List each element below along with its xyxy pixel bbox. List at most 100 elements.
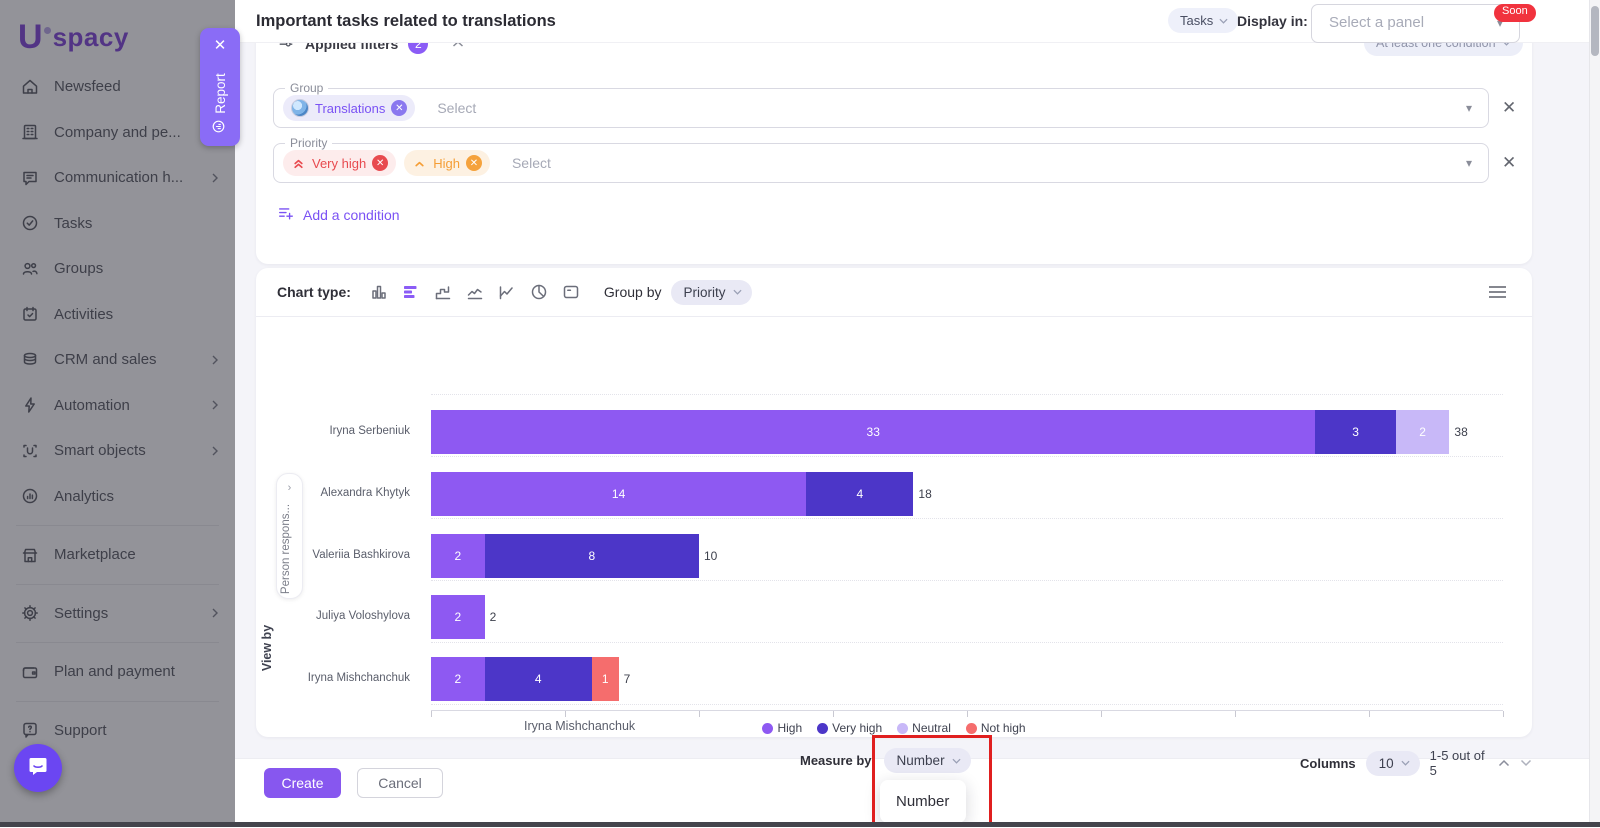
legend-item-not-high[interactable]: Not high [965, 721, 1026, 735]
applied-filters-title: Applied filters [305, 42, 399, 52]
priority-select-placeholder: Select [511, 155, 551, 171]
chip-label: Translations [315, 100, 386, 116]
bar-segment-neutral[interactable]: 2 [1395, 410, 1450, 454]
bar-segment-not-high[interactable]: 1 [591, 657, 619, 701]
legend-item-high[interactable]: High [762, 721, 802, 735]
dropdown-caret-icon[interactable]: ▾ [1465, 156, 1472, 170]
chart-type-line-chart-alt-icon[interactable] [497, 282, 518, 303]
bar-segment-very-high[interactable]: 8 [484, 534, 699, 578]
chevron-right-icon: › [287, 482, 292, 494]
remove-chip-icon[interactable]: ✕ [372, 155, 389, 171]
category-label: Valeriia Bashkirova [312, 549, 410, 561]
menu-option-number[interactable]: Number [896, 793, 950, 810]
bar-segment-high[interactable]: 2 [431, 657, 485, 701]
filter-chip-translations[interactable]: Translations ✕ [283, 95, 416, 121]
entity-context-dropdown[interactable]: Tasks [1168, 8, 1239, 33]
filter-field-priority[interactable]: Priority Very high ✕ High ✕ Select ▾ [273, 136, 1489, 183]
view-by-person-pill[interactable]: › Person respons... [276, 473, 303, 599]
remove-chip-icon[interactable]: ✕ [465, 155, 482, 171]
cancel-button[interactable]: Cancel [357, 768, 443, 798]
condition-mode-pill[interactable]: At least one condition [1364, 42, 1523, 56]
bar-segment-high[interactable]: 2 [431, 595, 485, 639]
chip-label: Very high [312, 155, 367, 171]
axis-tick [699, 711, 700, 717]
measure-by-dropdown[interactable]: Number [883, 748, 971, 773]
create-button[interactable]: Create [264, 768, 341, 798]
report-tab[interactable]: ✕ Report [200, 28, 240, 146]
legend-label: Not high [980, 721, 1026, 735]
bar-total-label: 7 [623, 672, 631, 686]
group-by-dropdown[interactable]: Priority [670, 279, 752, 305]
bar-segment-high[interactable]: 33 [431, 410, 1316, 454]
filters-count-badge: 2 [408, 42, 429, 54]
group-by-value: Priority [683, 284, 726, 300]
measure-by-menu: Number [880, 780, 966, 823]
gridline [431, 518, 1503, 519]
filter-chip-high[interactable]: High ✕ [404, 150, 490, 176]
columns-dropdown[interactable]: 10 [1365, 750, 1420, 776]
axis-tick [1235, 711, 1236, 717]
bar-segment-high[interactable]: 2 [431, 534, 485, 578]
measure-by-value: Number [896, 753, 945, 768]
close-icon[interactable]: ✕ [213, 37, 227, 54]
gridline [431, 704, 1503, 705]
add-condition-link[interactable]: Add a condition [277, 204, 400, 225]
chart-card: Chart type: Group by Priority › Person r… [256, 268, 1532, 827]
priority-high-icon [415, 161, 424, 166]
chip-label: High [433, 155, 460, 171]
modal-backdrop[interactable] [0, 0, 235, 827]
collapse-chevron-up-icon[interactable] [452, 42, 464, 48]
chart-toolbar: Chart type: Group by Priority [256, 268, 1532, 317]
chart-type-step-area-chart-icon[interactable] [433, 282, 454, 303]
panel-select-placeholder: Select a panel [1329, 14, 1425, 31]
page-up-icon[interactable] [1498, 759, 1510, 767]
legend-item-very-high[interactable]: Very high [817, 721, 882, 735]
support-chat-button[interactable] [14, 744, 62, 792]
panel-select[interactable]: Select a panel ▾ [1311, 4, 1520, 43]
scrollbar-thumb[interactable] [1591, 6, 1599, 56]
remove-group-filter-icon[interactable]: ✕ [1502, 98, 1517, 117]
bar-segment-high[interactable]: 14 [431, 472, 807, 516]
remove-chip-icon[interactable]: ✕ [391, 100, 408, 116]
chart-type-line-chart-icon[interactable] [465, 282, 486, 303]
chart-type-scorecard-icon[interactable] [561, 282, 582, 303]
chart-type-label: Chart type: [277, 284, 351, 300]
bar-total-label: 38 [1454, 425, 1468, 439]
field-label-group: Group [285, 81, 329, 95]
bar-total-label: 2 [489, 610, 497, 624]
bar-segment-very-high[interactable]: 3 [1315, 410, 1396, 454]
legend-label: Neutral [912, 721, 951, 735]
x-axis-line [431, 710, 1503, 711]
category-label: Iryna Mishchanchuk [307, 672, 410, 684]
remove-priority-filter-icon[interactable]: ✕ [1502, 153, 1517, 172]
add-condition-icon [277, 204, 295, 225]
chart-legend: High Very high Neutral Not high [256, 721, 1532, 735]
page-scrollbar[interactable] [1589, 0, 1600, 827]
axis-tick [1503, 711, 1504, 717]
page-down-icon[interactable] [1520, 759, 1532, 767]
legend-item-neutral[interactable]: Neutral [897, 721, 951, 735]
x-axis-label: Iryna Mishchanchuk [524, 719, 636, 733]
chat-bubble-icon [26, 754, 50, 783]
legend-dot-icon [762, 722, 774, 734]
entity-context-value: Tasks [1180, 13, 1214, 28]
bar-segment-very-high[interactable]: 4 [484, 657, 592, 701]
priority-very-high-icon [294, 159, 303, 168]
modal-scroll-area: Applied filters 2 At least one condition… [235, 42, 1600, 827]
dropdown-caret-icon[interactable]: ▾ [1465, 101, 1472, 115]
bar-segment-very-high[interactable]: 4 [806, 472, 914, 516]
gridline [431, 394, 1503, 395]
report-tab-label: Report [212, 73, 228, 114]
legend-label: High [777, 721, 803, 735]
filter-field-group[interactable]: Group Translations ✕ Select ▾ [273, 81, 1489, 128]
chart-type-pie-chart-icon[interactable] [529, 282, 550, 303]
group-select-placeholder: Select [437, 100, 477, 116]
modal-title: Important tasks related to translations [256, 12, 556, 30]
soon-badge: Soon [1494, 4, 1536, 22]
axis-tick [967, 711, 968, 717]
chart-type-column-chart-icon[interactable] [369, 282, 390, 303]
chart-type-horizontal-bar-chart-icon[interactable] [401, 282, 422, 303]
chart-menu-icon[interactable] [1489, 286, 1506, 298]
filter-chip-very-high[interactable]: Very high ✕ [283, 150, 397, 176]
field-label-priority: Priority [285, 136, 333, 150]
